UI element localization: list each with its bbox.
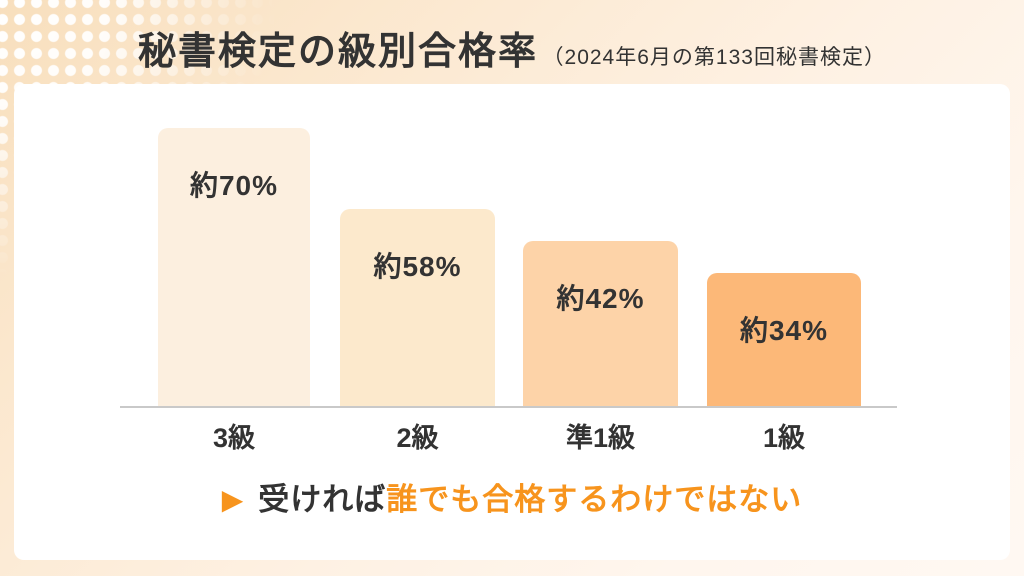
bar-value-label: 約58% — [373, 251, 462, 282]
page-title: 秘書検定の級別合格率 （2024年6月の第133回秘書検定） — [0, 20, 1024, 75]
triangle-marker-icon: ▶ — [221, 484, 245, 515]
conclusion-text-dark: 受ければ — [258, 482, 387, 517]
bar-grade-2: 約58% — [340, 209, 495, 408]
bar-value-label: 約42% — [556, 283, 645, 314]
x-axis-label-grade-pre1: 準1級 — [565, 423, 636, 453]
bar-grade-3: 約70% — [158, 128, 310, 408]
conclusion-text: ▶ 受ければ誰でも合格するわけではない — [14, 474, 1010, 519]
bar-value-label: 約34% — [739, 315, 829, 346]
x-axis-label-grade-3: 3級 — [212, 423, 256, 453]
chart-title: 秘書検定の級別合格率 — [138, 31, 539, 73]
x-axis-label-grade-2: 2級 — [396, 423, 439, 453]
x-axis-line — [120, 406, 897, 408]
bar-value-label: 約70% — [189, 170, 279, 201]
conclusion-text-orange: 誰でも合格するわけではない — [386, 482, 803, 517]
x-axis-label-grade-1: 1級 — [762, 423, 806, 453]
bar-grade-pre1: 約42% — [523, 241, 678, 408]
chart-card: 約70% 約58% 約42% 約34% 3級 2級 準1級 1級 ▶ 受ければ誰で… — [14, 84, 1010, 560]
chart-subtitle: （2024年6月の第133回秘書検定） — [542, 46, 886, 69]
bar-grade-1: 約34% — [707, 273, 861, 408]
